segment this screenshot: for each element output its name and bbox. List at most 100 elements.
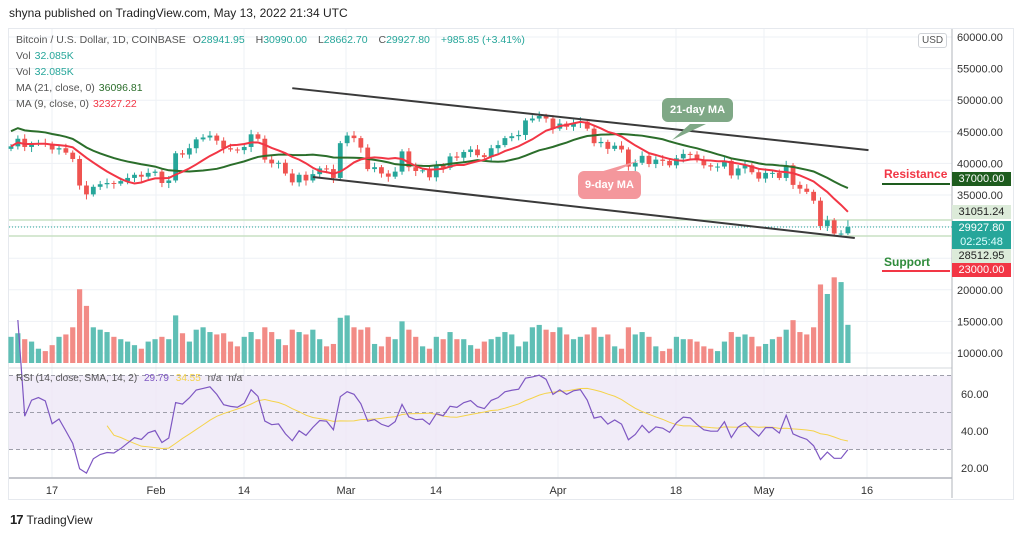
volume-bar — [118, 339, 124, 363]
candle-body — [770, 172, 775, 174]
volume-bar — [474, 348, 481, 363]
time-tick-label: 14 — [430, 485, 442, 497]
candle-body — [8, 146, 14, 149]
high-value: 30990.00 — [263, 34, 308, 46]
volume-bar — [824, 293, 830, 363]
volume-bar — [488, 339, 494, 363]
ma9-line — [10, 120, 849, 213]
candle-body — [399, 151, 405, 172]
low-value: 28662.70 — [323, 34, 368, 46]
volume-bar — [701, 346, 707, 363]
volume-bar — [152, 339, 158, 363]
candle-body — [838, 233, 844, 235]
candle-body — [481, 155, 487, 158]
ma21-annotation: 21-day MA — [662, 98, 734, 122]
volume-bar — [763, 343, 769, 363]
candle-body — [289, 173, 295, 183]
candle-body — [70, 152, 76, 159]
price-tick-label: 55000.00 — [957, 64, 1003, 76]
volume-bar — [365, 327, 371, 363]
volume-bar — [399, 321, 405, 363]
time-tick-label: Apr — [549, 485, 566, 497]
candle-body — [344, 135, 350, 144]
candle-body — [749, 165, 755, 173]
volume-bar — [673, 336, 680, 363]
volume-bar — [262, 327, 268, 363]
channel-trendline — [312, 175, 855, 239]
rsi-tick-label: 20.00 — [961, 463, 989, 475]
candle-body — [529, 118, 535, 121]
volume-bar — [797, 332, 803, 363]
open-label: O — [192, 34, 201, 46]
candle-body — [523, 120, 528, 135]
candle-body — [701, 160, 707, 166]
volume-bar — [714, 351, 721, 363]
volume-bar — [385, 336, 391, 363]
resistance-label: Resistance — [884, 167, 948, 181]
volume-bar — [221, 333, 227, 363]
rsi-na-1: n/a — [207, 373, 222, 384]
tradingview-logo[interactable]: 17 TradingView — [10, 512, 93, 527]
candle-body — [207, 135, 213, 138]
volume-bar — [694, 341, 700, 363]
volume-bar — [618, 348, 625, 363]
volume-bar — [776, 336, 782, 363]
price-tick-label: 40000.00 — [957, 158, 1003, 170]
volume-bar — [447, 332, 453, 363]
high-label: H — [255, 34, 264, 46]
price-tick-label: 20000.00 — [957, 285, 1003, 297]
candle-body — [447, 156, 453, 168]
chart-frame — [8, 28, 1014, 500]
volume-bar — [783, 329, 789, 363]
volume-bar — [125, 341, 131, 363]
volume-bar — [337, 317, 343, 363]
volume-bar — [166, 339, 172, 363]
volume-bar — [296, 332, 302, 363]
candle-body — [687, 153, 693, 155]
volume-bar — [653, 346, 659, 363]
candle-body — [379, 167, 384, 174]
volume-bar — [35, 348, 42, 363]
rsi-sma-line — [106, 387, 849, 449]
vol-label: Vol — [16, 50, 31, 62]
ma21-annotation-pointer — [672, 124, 706, 140]
candle-body — [536, 116, 542, 119]
volume-bar — [83, 305, 90, 363]
bar-countdown: 02:25:48 — [952, 235, 1011, 249]
candle-body — [632, 162, 638, 167]
volume-bar — [241, 336, 247, 363]
candle-body — [626, 149, 631, 167]
rsi-tick-label: 60.00 — [961, 389, 989, 401]
volume-bar — [756, 346, 762, 363]
volume-bar — [42, 351, 48, 363]
volume-bar — [193, 329, 199, 363]
volume-bar — [173, 315, 179, 363]
volume-bar — [550, 332, 556, 363]
candle-body — [468, 149, 474, 153]
volume-bar — [90, 327, 96, 363]
volume-bar — [495, 336, 501, 363]
candle-body — [22, 138, 28, 147]
candle-body — [406, 151, 412, 168]
volume-bar — [509, 334, 515, 363]
volume-bar — [413, 336, 419, 363]
candle-body — [132, 174, 137, 178]
candle-body — [639, 155, 645, 163]
currency-button[interactable]: USD — [918, 33, 948, 48]
volume-bar — [687, 339, 693, 363]
candle-body — [324, 168, 329, 170]
candle-body — [475, 149, 480, 156]
ohlc-low: L28662.70 — [318, 34, 372, 46]
vol-value: 32.085K — [34, 50, 74, 62]
candle-body — [715, 166, 720, 168]
candle-body — [166, 180, 172, 183]
candle-body — [680, 153, 686, 159]
volume-bar — [557, 327, 563, 363]
volume-bar — [516, 346, 522, 363]
candle-body — [790, 165, 796, 185]
volume-bar — [330, 343, 337, 363]
candle-body — [351, 135, 357, 139]
candle-body — [56, 148, 62, 150]
time-tick-label: 16 — [861, 485, 873, 497]
